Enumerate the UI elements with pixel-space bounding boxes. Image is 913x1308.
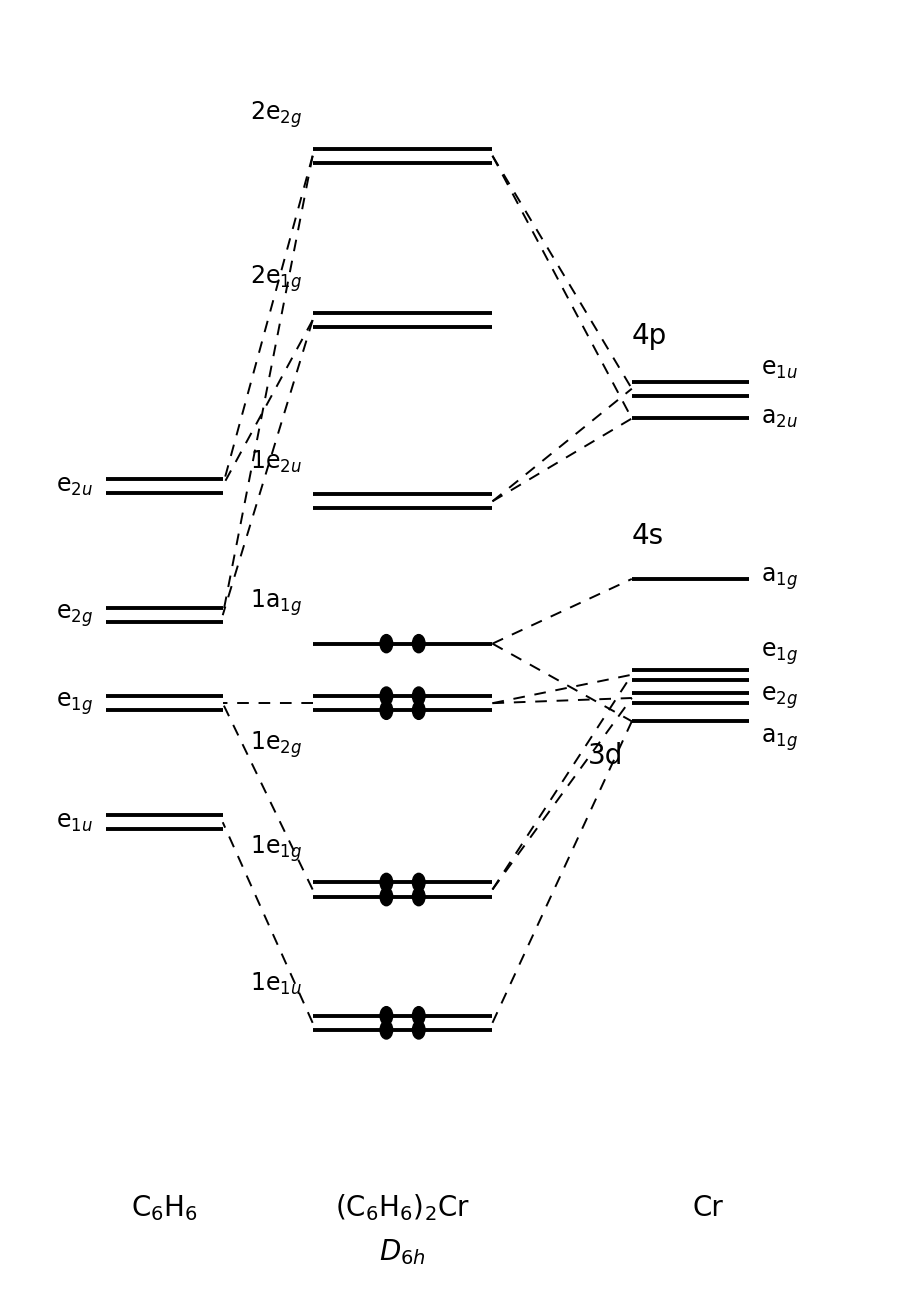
Text: 1a$_{1g}$: 1a$_{1g}$ — [250, 587, 302, 617]
Text: e$_{1u}$: e$_{1u}$ — [57, 810, 93, 835]
Text: $D_{6h}$: $D_{6h}$ — [379, 1237, 426, 1266]
Text: e$_{2u}$: e$_{2u}$ — [57, 473, 93, 498]
Text: (C$_6$H$_6$)$_2$Cr: (C$_6$H$_6$)$_2$Cr — [335, 1193, 470, 1223]
Text: 3d: 3d — [587, 742, 623, 770]
Text: a$_{2u}$: a$_{2u}$ — [761, 407, 798, 430]
Circle shape — [380, 888, 393, 905]
Circle shape — [413, 1007, 425, 1024]
Text: C$_6$H$_6$: C$_6$H$_6$ — [131, 1193, 198, 1223]
Text: e$_{1g}$: e$_{1g}$ — [761, 640, 799, 667]
Text: 1e$_{1g}$: 1e$_{1g}$ — [249, 833, 302, 863]
Text: 2e$_{2g}$: 2e$_{2g}$ — [249, 99, 302, 129]
Text: e$_{2g}$: e$_{2g}$ — [56, 602, 93, 629]
Text: a$_{1g}$: a$_{1g}$ — [761, 565, 798, 593]
Circle shape — [413, 687, 425, 705]
Text: e$_{2g}$: e$_{2g}$ — [761, 684, 799, 712]
Circle shape — [413, 874, 425, 892]
Circle shape — [413, 701, 425, 719]
Text: 4p: 4p — [632, 322, 667, 349]
Circle shape — [380, 1020, 393, 1039]
Circle shape — [380, 874, 393, 892]
Text: 4s: 4s — [632, 522, 664, 551]
Text: 1e$_{2g}$: 1e$_{2g}$ — [249, 729, 302, 760]
Circle shape — [413, 888, 425, 905]
Text: Cr: Cr — [693, 1194, 724, 1222]
Text: 1e$_{1u}$: 1e$_{1u}$ — [250, 971, 302, 997]
Circle shape — [380, 1007, 393, 1024]
Circle shape — [380, 634, 393, 653]
Text: e$_{1g}$: e$_{1g}$ — [56, 689, 93, 717]
Circle shape — [380, 687, 393, 705]
Text: e$_{1u}$: e$_{1u}$ — [761, 357, 798, 381]
Circle shape — [413, 634, 425, 653]
Text: 1e$_{2u}$: 1e$_{2u}$ — [250, 449, 302, 475]
Text: 2e$_{1g}$: 2e$_{1g}$ — [249, 263, 302, 294]
Text: a$_{1g}$: a$_{1g}$ — [761, 726, 798, 753]
Circle shape — [413, 1020, 425, 1039]
Circle shape — [380, 701, 393, 719]
